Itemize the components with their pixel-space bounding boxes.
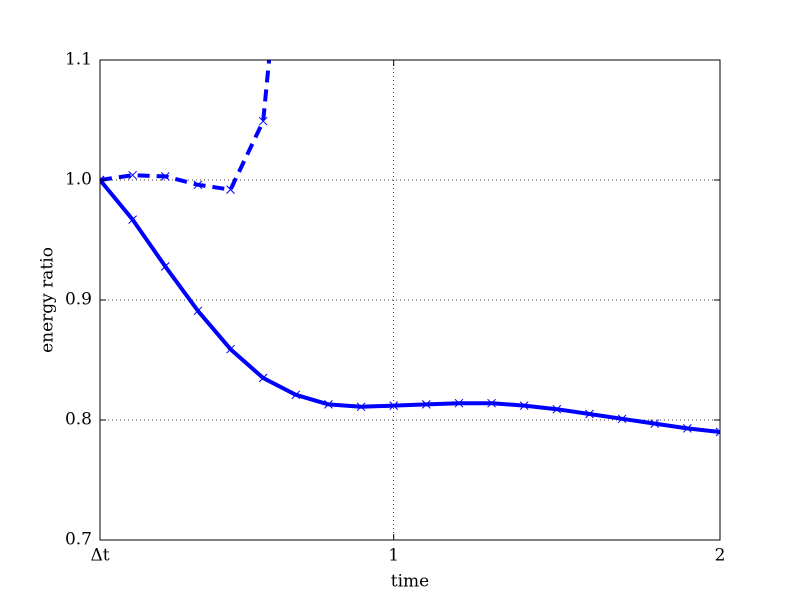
point-marker [100,175,105,185]
point-marker [258,373,268,383]
point-marker [421,400,431,409]
series-line [100,178,720,434]
y-axis-label: energy ratio [38,247,58,353]
point-marker [226,344,235,354]
y-tick-label: 1.1 [65,50,92,70]
point-marker [487,398,496,408]
x-tick-label: 2 [715,546,726,566]
point-marker [552,404,562,414]
point-marker [683,424,692,433]
point-marker [160,172,170,181]
point-marker [226,185,235,194]
plot-area [100,60,720,437]
x-tick-label: 1 [388,546,399,566]
x-axis-label: time [391,572,429,592]
point-marker [160,262,170,271]
point-marker [193,306,203,316]
y-tick-label: 0.8 [65,410,92,430]
point-marker [454,398,464,408]
x-tick-label: Δt [90,546,109,566]
y-tick-label: 0.7 [65,530,92,550]
point-marker [324,400,333,409]
point-marker [128,170,137,180]
y-tick-label: 1.0 [65,170,92,190]
point-marker [356,402,366,412]
point-marker [193,180,203,190]
point-marker [128,215,137,224]
point-marker [291,390,301,400]
point-marker [715,427,720,437]
point-marker [258,116,268,126]
point-marker [650,419,660,428]
point-marker [617,414,627,424]
point-marker [585,409,594,419]
y-tick-label: 0.9 [65,290,92,310]
point-marker [389,401,399,410]
point-marker [519,401,529,410]
